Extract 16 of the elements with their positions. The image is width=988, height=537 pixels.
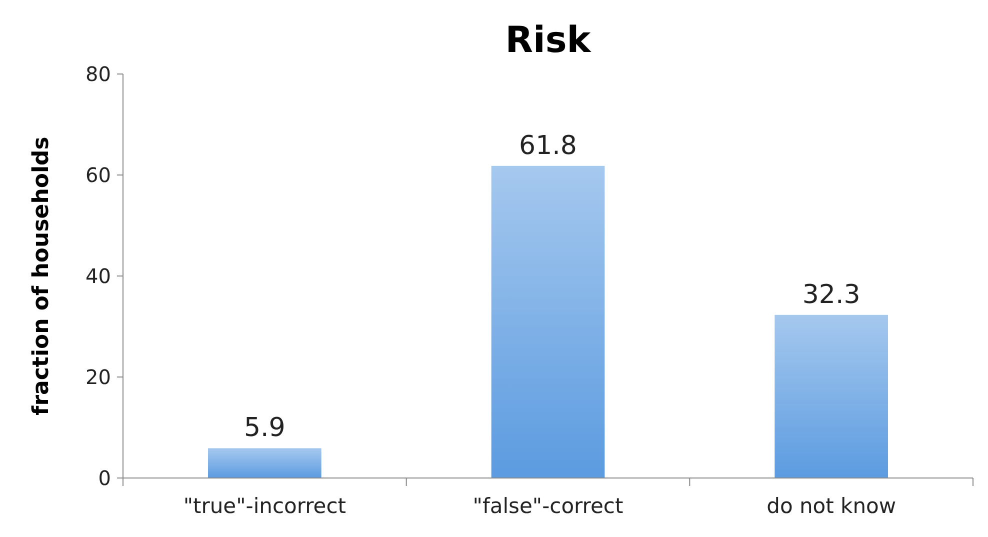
- y-tick-label: 80: [86, 62, 111, 86]
- chart-title: Risk: [505, 20, 592, 61]
- x-tick-label: "false"-correct: [472, 494, 624, 518]
- bar: [208, 448, 322, 478]
- y-axis-title: fraction of households: [29, 136, 54, 416]
- data-label: 5.9: [244, 413, 286, 444]
- x-tick-label: "true"-incorrect: [183, 494, 346, 518]
- bar: [491, 166, 605, 478]
- y-tick-label: 20: [86, 365, 111, 389]
- x-tick-label: do not know: [766, 494, 896, 518]
- y-tick-label: 60: [86, 163, 111, 187]
- bar: [774, 314, 888, 478]
- y-tick-label: 0: [98, 466, 111, 490]
- data-label: 32.3: [802, 280, 860, 310]
- y-tick-label: 40: [86, 264, 111, 288]
- data-label: 61.8: [519, 130, 577, 161]
